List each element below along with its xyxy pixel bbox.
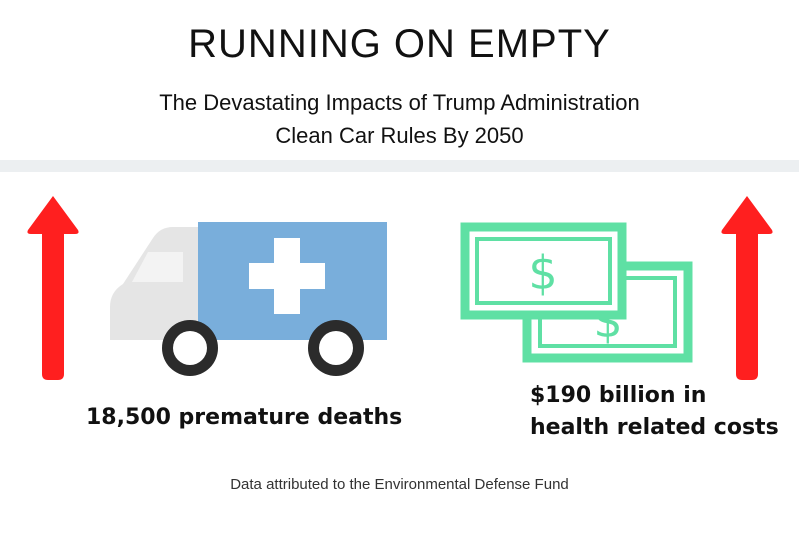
section-divider (0, 160, 799, 172)
health-costs-stat: $190 billion in health related costs (530, 380, 779, 444)
subtitle-line-1: The Devastating Impacts of Trump Adminis… (159, 90, 640, 115)
subtitle-line-2: Clean Car Rules By 2050 (275, 123, 524, 148)
health-costs-line-2: health related costs (530, 415, 779, 440)
page-subtitle: The Devastating Impacts of Trump Adminis… (0, 86, 799, 152)
up-arrow-icon (27, 196, 79, 380)
up-arrow-icon (721, 196, 773, 380)
money-bills-icon: $ $ (460, 222, 693, 363)
front-bill-dollar-sign: $ (528, 246, 557, 300)
ambulance-icon (110, 222, 387, 376)
source-attribution: Data attributed to the Environmental Def… (230, 476, 569, 493)
premature-deaths-stat: 18,500 premature deaths (86, 405, 403, 430)
health-costs-line-1: $190 billion in (530, 383, 707, 408)
page-title: RUNNING ON EMPTY (188, 22, 611, 66)
